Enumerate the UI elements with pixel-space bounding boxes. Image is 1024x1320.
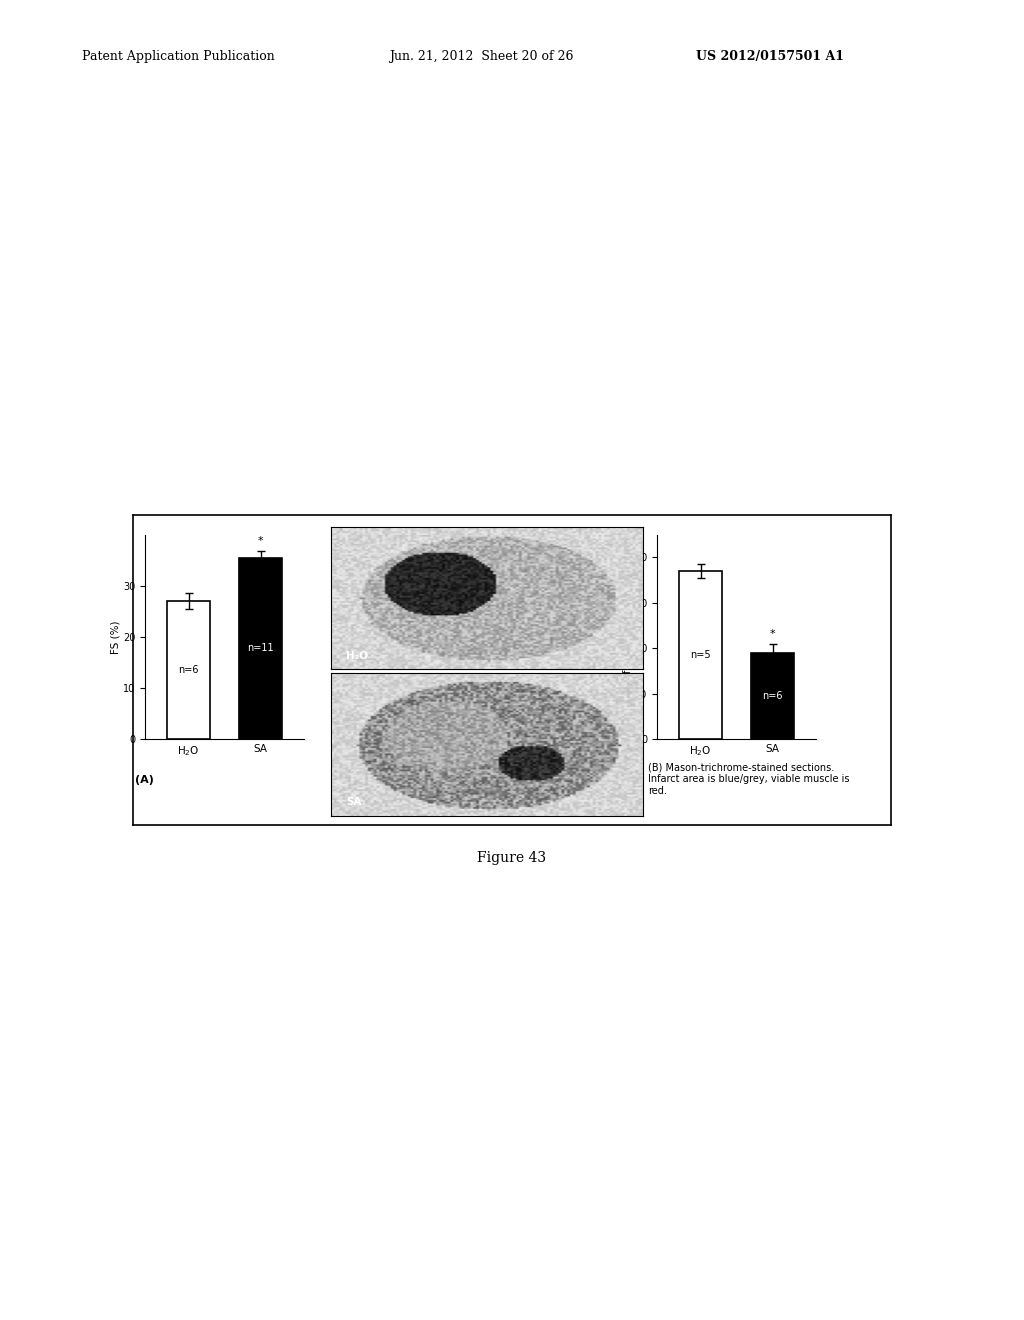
- Text: Figure 43: Figure 43: [477, 851, 547, 866]
- Bar: [679, 572, 722, 739]
- Text: n=6: n=6: [178, 665, 199, 675]
- Text: Jun. 21, 2012  Sheet 20 of 26: Jun. 21, 2012 Sheet 20 of 26: [389, 50, 573, 63]
- Text: *: *: [770, 630, 775, 639]
- Text: *: *: [258, 536, 263, 546]
- Text: n=6: n=6: [763, 690, 783, 701]
- Y-axis label: Infarct Size (%LV): Infarct Size (%LV): [623, 591, 633, 682]
- Text: n=5: n=5: [690, 649, 711, 660]
- Bar: [240, 557, 283, 739]
- Text: US 2012/0157501 A1: US 2012/0157501 A1: [696, 50, 845, 63]
- Y-axis label: FS (%): FS (%): [111, 620, 121, 653]
- Text: Patent Application Publication: Patent Application Publication: [82, 50, 274, 63]
- Bar: [167, 601, 210, 739]
- Bar: [752, 653, 795, 739]
- Text: (B) Mason-trichrome-stained sections.
Infarct area is blue/grey, viable muscle i: (B) Mason-trichrome-stained sections. In…: [648, 763, 850, 796]
- Text: SA: SA: [346, 797, 361, 808]
- Text: H₂O: H₂O: [346, 651, 369, 661]
- Text: n=11: n=11: [248, 643, 274, 653]
- Text: (A): (A): [135, 775, 154, 785]
